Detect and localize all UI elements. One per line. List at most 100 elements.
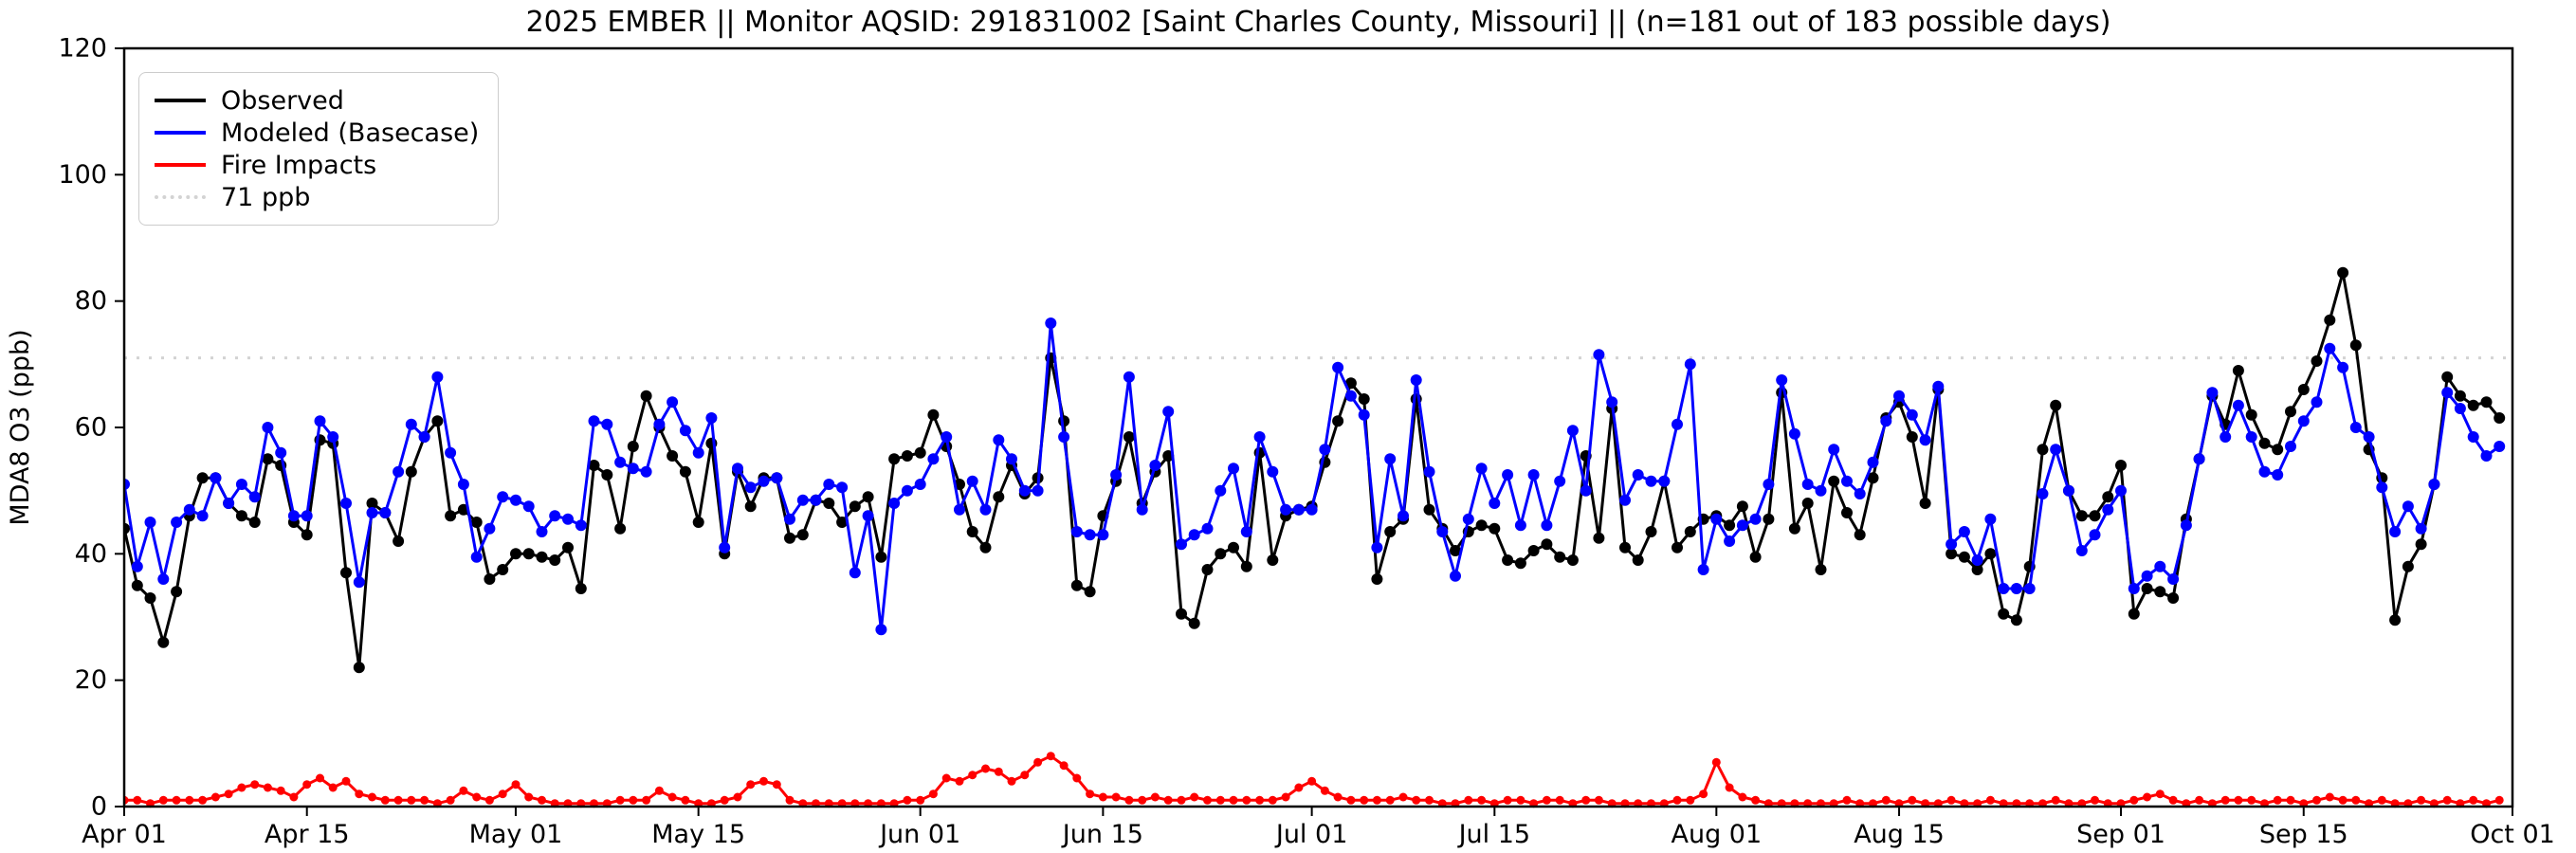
observed-series-marker <box>131 579 143 591</box>
observed-series-marker <box>262 453 274 465</box>
fire-impacts-series-marker <box>1294 783 1304 792</box>
modeled-series-marker <box>2010 583 2022 594</box>
modeled-series-marker <box>1697 564 1709 575</box>
x-tick-label: Jul 01 <box>1274 820 1348 849</box>
modeled-series-marker <box>1344 390 1357 402</box>
fire-impacts-series-marker <box>1124 795 1134 805</box>
fire-impacts-series-marker <box>1007 776 1016 786</box>
observed-series-marker <box>1554 551 1566 563</box>
modeled-series-marker <box>888 498 901 509</box>
fire-impacts-series-marker <box>1111 792 1121 802</box>
modeled-series-marker <box>667 396 679 408</box>
fire-impacts-series-marker <box>981 764 990 773</box>
modeled-series-marker <box>2141 570 2153 582</box>
observed-series-marker <box>562 541 574 554</box>
x-tick-label: Jul 15 <box>1457 820 1531 849</box>
observed-series-marker <box>692 517 704 528</box>
x-tick-label: Aug 01 <box>1671 820 1762 849</box>
fire-impacts-series-marker <box>1072 773 1082 783</box>
observed-series-marker <box>431 415 444 427</box>
observed-series-marker <box>640 390 652 402</box>
modeled-series-marker <box>2311 396 2323 408</box>
fire-impacts-series-marker <box>746 780 756 789</box>
modeled-series-marker <box>2154 560 2166 572</box>
fire-impacts-series-marker <box>1229 795 1238 805</box>
legend-item-observed: Observed <box>155 84 479 117</box>
observed-series-marker <box>2337 266 2349 279</box>
modeled-series-marker <box>1123 371 1135 383</box>
observed-series-marker <box>1502 554 1514 566</box>
fire-impacts-series-marker <box>198 795 208 805</box>
observed-series-marker <box>2050 399 2062 411</box>
modeled-series-marker <box>1684 358 1696 371</box>
modeled-series-marker <box>327 431 339 443</box>
fire-impacts-series-marker <box>1686 795 1695 805</box>
fire-impacts-series-marker <box>250 780 260 789</box>
observed-series-marker <box>2402 560 2414 572</box>
modeled-series-marker <box>1710 513 1723 525</box>
observed-series-marker <box>1084 586 1096 598</box>
observed-series-marker <box>679 465 691 478</box>
x-tick-label: Sep 15 <box>2259 820 2348 849</box>
modeled-series-marker <box>2220 431 2232 443</box>
observed-series-marker <box>2089 510 2101 522</box>
modeled-series-marker <box>1306 503 1318 516</box>
observed-series-marker <box>1684 526 1696 537</box>
fire-impacts-series-marker <box>1425 795 1434 805</box>
modeled-series-marker <box>1228 463 1239 475</box>
modeled-series-marker <box>2272 469 2284 481</box>
observed-series-marker <box>1267 554 1279 566</box>
modeled-series-marker <box>275 446 287 459</box>
modeled-series-marker <box>2297 415 2310 427</box>
observed-series-marker <box>1801 498 1814 509</box>
modeled-series-marker <box>1580 484 1592 497</box>
observed-series-marker <box>340 567 352 579</box>
modeled-series-marker <box>784 513 795 525</box>
observed-series-marker <box>1541 538 1553 551</box>
modeled-series-marker <box>1527 469 1540 481</box>
observed-series-marker <box>2285 406 2296 418</box>
fire-impacts-series-marker <box>1046 752 1055 761</box>
fire-impacts-series-marker <box>2143 792 2152 802</box>
modeled-series-marker <box>1854 488 1866 499</box>
observed-series-marker <box>1423 503 1435 516</box>
observed-series-marker <box>1906 431 1918 443</box>
y-tick-label: 20 <box>75 665 107 695</box>
observed-series-line <box>124 272 2501 668</box>
modeled-series-marker <box>836 481 849 494</box>
fire-impacts-series-marker <box>158 795 168 805</box>
observed-series-marker <box>2258 437 2271 449</box>
fire-impacts-series-marker <box>2338 795 2348 805</box>
modeled-series-marker <box>1084 529 1096 541</box>
observed-series-marker <box>2167 592 2180 604</box>
modeled-series-marker <box>1867 456 1879 468</box>
fire-impacts-series-marker <box>511 780 521 789</box>
plot-frame <box>122 46 2514 808</box>
fire-impacts-series-marker <box>2442 795 2452 805</box>
modeled-series-marker <box>1815 484 1827 497</box>
observed-series-marker <box>353 662 365 674</box>
modeled-series-marker <box>1058 431 1070 443</box>
fire-impacts-series-marker <box>1581 795 1591 805</box>
fire-impacts-series-marker <box>1268 795 1277 805</box>
observed-series-marker <box>1854 529 1866 541</box>
fire-impacts-series-marker <box>328 783 338 792</box>
x-tick-label: Jun 01 <box>878 820 960 849</box>
modeled-series-marker <box>614 456 627 468</box>
y-tick-label: 120 <box>58 34 107 64</box>
modeled-series-marker <box>366 507 378 518</box>
observed-series-marker <box>405 465 417 478</box>
observed-series-marker <box>1763 513 1775 525</box>
fire-impacts-series-marker <box>1163 795 1173 805</box>
fire-impacts-series-marker <box>446 795 455 805</box>
observed-series-marker <box>248 517 261 528</box>
fire-impacts-series-marker <box>941 773 951 783</box>
observed-series-marker <box>124 522 130 535</box>
observed-series-marker <box>1736 500 1748 513</box>
fire-impacts-series-marker <box>1033 757 1043 767</box>
modeled-series-marker <box>1828 444 1840 456</box>
observed-series-marker <box>2232 365 2244 376</box>
modeled-series-marker <box>979 503 992 516</box>
modeled-series-marker <box>379 507 392 518</box>
modeled-series-marker <box>2337 361 2349 373</box>
